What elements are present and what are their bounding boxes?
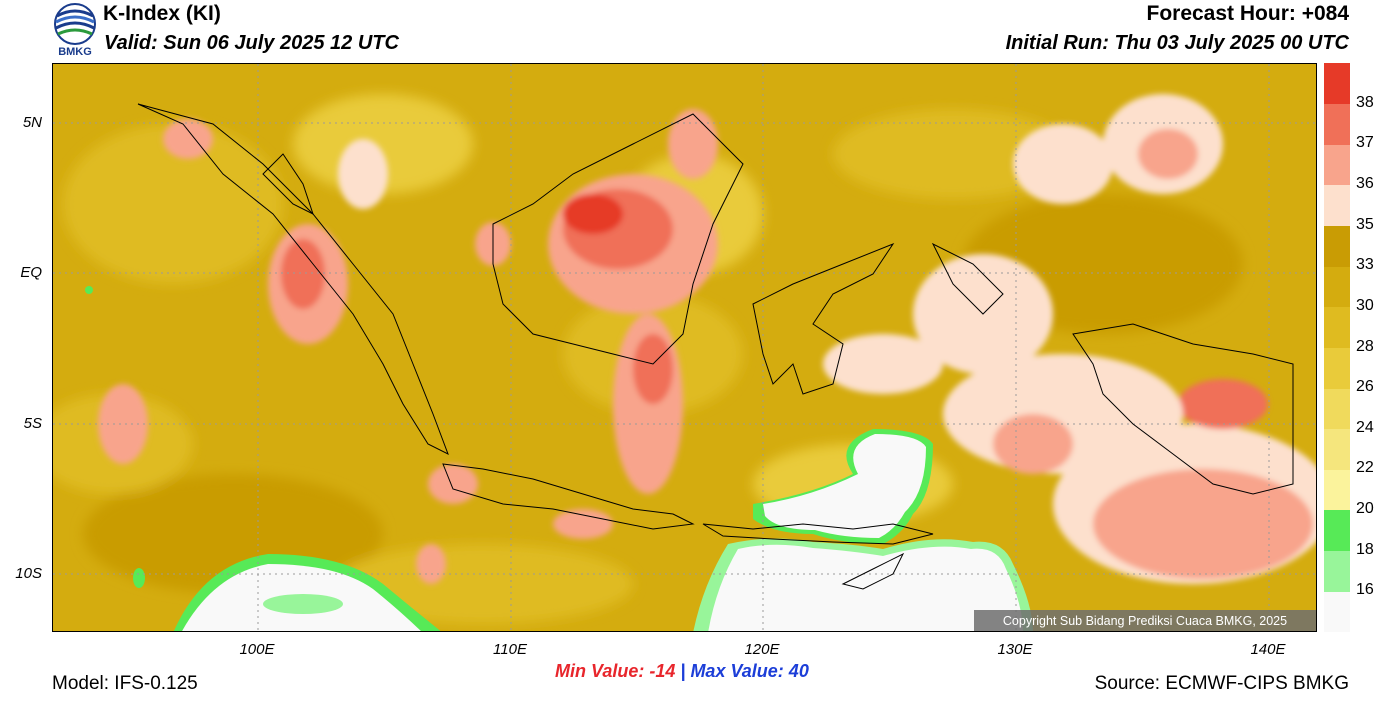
colorbar-label: 18 — [1356, 540, 1374, 558]
lon-tick-140e: 140E — [1250, 641, 1286, 658]
lon-tick-130e: 130E — [997, 641, 1033, 658]
colorbar-segment — [1324, 184, 1350, 226]
colorbar-label: 36 — [1356, 174, 1374, 192]
colorbar-label: 30 — [1356, 296, 1374, 314]
min-max-values: Min Value: -14 | Max Value: 40 — [555, 661, 809, 682]
colorbar-label: 33 — [1356, 256, 1374, 274]
min-value: Min Value: -14 — [555, 661, 676, 681]
coastline-papua — [1072, 323, 1294, 495]
lat-tick-10s: 10S — [15, 565, 42, 582]
bmkg-logo-icon — [54, 3, 96, 45]
valid-time: Valid: Sun 06 July 2025 12 UTC — [104, 32, 399, 54]
colorbar-label: 37 — [1356, 134, 1374, 152]
min-max-separator: | — [680, 661, 686, 681]
source-label: Source: ECMWF-CIPS BMKG — [1094, 673, 1349, 694]
colorbar-segment — [1324, 306, 1350, 348]
colorbar-label: 16 — [1356, 581, 1374, 599]
lat-tick-5s: 5S — [23, 415, 42, 432]
logo-text: BMKG — [58, 46, 92, 58]
coastline-sumatra — [137, 103, 449, 456]
colorbar-segment — [1324, 591, 1350, 633]
colorbar-label: 28 — [1356, 337, 1374, 355]
coastline-sulawesi — [752, 242, 895, 395]
colorbar-label: 38 — [1356, 93, 1374, 111]
lat-tick-5n: 5N — [22, 114, 42, 131]
lat-tick-eq: EQ — [20, 264, 42, 281]
colorbar — [1324, 63, 1350, 633]
colorbar-segment — [1324, 510, 1350, 552]
colorbar-segment — [1324, 144, 1350, 186]
colorbar-segment — [1324, 428, 1350, 470]
colorbar-segment — [1324, 266, 1350, 308]
colorbar-label: 24 — [1356, 418, 1374, 436]
coastline-halmahera — [931, 242, 1004, 315]
copyright-label: Copyright Sub Bidang Prediksi Cuaca BMKG… — [974, 610, 1316, 631]
coastline-timor — [841, 552, 905, 590]
lon-tick-120e: 120E — [744, 641, 780, 658]
coastline-malaysia — [262, 153, 314, 215]
coastline-nusa-tenggara — [702, 523, 934, 545]
bmkg-logo: BMKG — [52, 2, 98, 60]
colorbar-segment — [1324, 388, 1350, 430]
initial-run: Initial Run: Thu 03 July 2025 00 UTC — [1005, 32, 1349, 54]
colorbar-segment — [1324, 103, 1350, 145]
k-index-map — [53, 64, 1316, 631]
coastline-java — [442, 463, 695, 530]
forecast-hour: Forecast Hour: +084 — [1146, 2, 1350, 25]
chart-title: K-Index (KI) — [103, 2, 221, 25]
colorbar-segment — [1324, 347, 1350, 389]
colorbar-label: 35 — [1356, 215, 1374, 233]
colorbar-segment — [1324, 550, 1350, 592]
colorbar-segment — [1324, 225, 1350, 267]
map-panel: Copyright Sub Bidang Prediksi Cuaca BMKG… — [52, 63, 1317, 632]
max-value: Max Value: 40 — [690, 661, 809, 681]
model-label: Model: IFS-0.125 — [52, 673, 198, 694]
colorbar-segment — [1324, 63, 1350, 104]
colorbar-label: 26 — [1356, 378, 1374, 396]
lon-tick-100e: 100E — [239, 641, 275, 658]
colorbar-segment — [1324, 469, 1350, 511]
colorbar-label: 20 — [1356, 500, 1374, 518]
coastline-borneo — [492, 113, 744, 365]
colorbar-label: 22 — [1356, 459, 1374, 477]
lon-tick-110e: 110E — [493, 641, 527, 658]
